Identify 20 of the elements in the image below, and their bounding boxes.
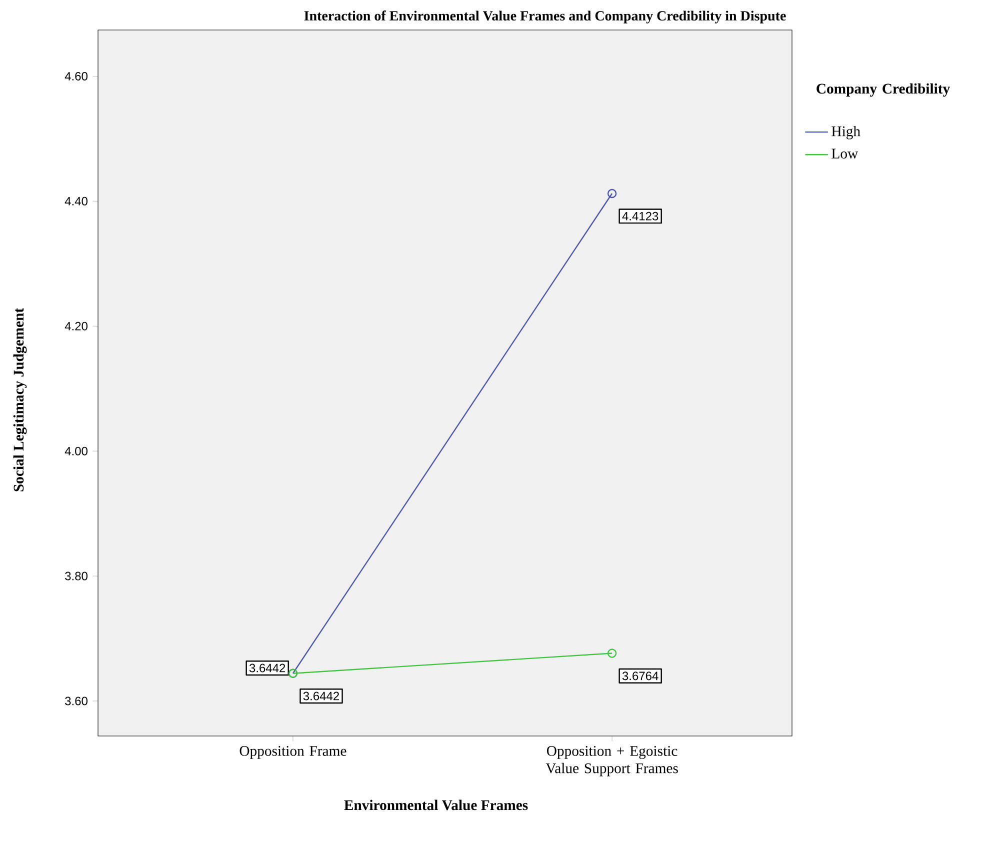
legend-title: Company Credibility xyxy=(816,83,950,97)
legend-label: Low xyxy=(832,148,858,159)
y-tick-label: 3.80 xyxy=(65,572,88,580)
x-tick-label: Opposition Frame xyxy=(240,746,346,759)
point xyxy=(607,188,617,198)
data-label: 3.6442 xyxy=(303,692,339,700)
chart-title: Interaction of Environmental Value Frames and Company Credibility in Dispute xyxy=(304,10,786,24)
y-tick-label: 4.00 xyxy=(64,446,88,456)
y-tick-label: 4.60 xyxy=(64,72,88,80)
data-label: 4.4123 xyxy=(622,212,658,220)
point xyxy=(607,648,617,658)
y-axis-title: Social Legitimacy Judgement xyxy=(13,308,27,492)
x-axis-title: Environmental Value Frames xyxy=(344,800,528,810)
y-tick-label: 4.20 xyxy=(64,322,88,330)
data-label: 3.6764 xyxy=(622,672,658,680)
y-tick-label: 3.60 xyxy=(65,696,88,706)
x-tick-label: Opposition + Egoistic Value Support Frames xyxy=(546,746,678,776)
y-tick-label: 4.40 xyxy=(64,196,88,206)
data-label: 3.6442 xyxy=(249,664,286,672)
legend-label: High xyxy=(832,126,860,140)
